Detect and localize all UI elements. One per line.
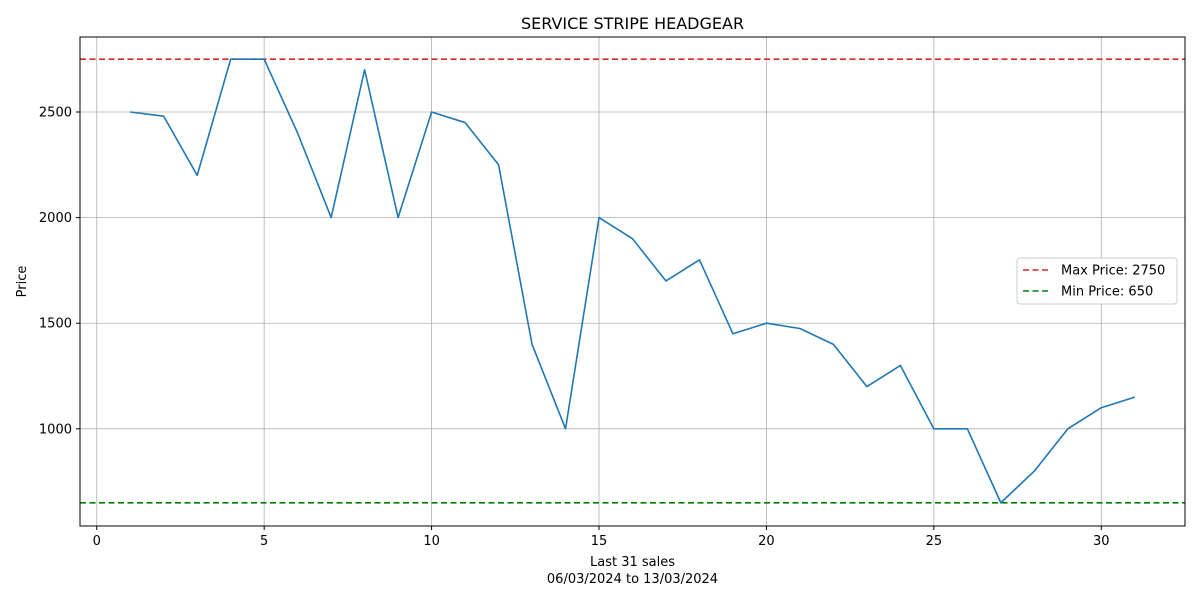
x-axis-title: Last 31 sales [590,555,675,570]
y-tick-label: 1000 [39,422,72,437]
x-axis-ticks: 0 5 10 15 20 25 30 [93,526,1110,549]
legend-label: Max Price: 2750 [1061,264,1165,279]
x-tick-label: 25 [926,534,943,549]
legend-box [1016,257,1178,305]
x-tick-label: 15 [591,534,608,549]
x-tick-label: 30 [1093,534,1110,549]
x-tick-label: 10 [423,534,440,549]
chart-title: SERVICE STRIPE HEADGEAR [521,14,744,33]
y-axis-ticks: 1000 1500 2000 2500 [39,105,80,437]
series-layer [130,58,1136,504]
grid [80,37,1185,526]
price-series-line [130,58,1136,504]
y-tick-label: 1500 [39,317,72,332]
y-tick-label: 2000 [39,211,72,226]
y-axis-title: Price [15,266,30,298]
legend: Max Price: 2750 Min Price: 650 [1016,257,1178,305]
x-tick-label: 20 [758,534,775,549]
y-tick-label: 2500 [39,105,72,120]
x-tick-label: 0 [93,534,101,549]
x-axis-subtitle: 06/03/2024 to 13/03/2024 [547,572,718,587]
plot-frame [79,36,1186,527]
legend-label: Min Price: 650 [1061,285,1153,300]
x-tick-label: 5 [260,534,268,549]
